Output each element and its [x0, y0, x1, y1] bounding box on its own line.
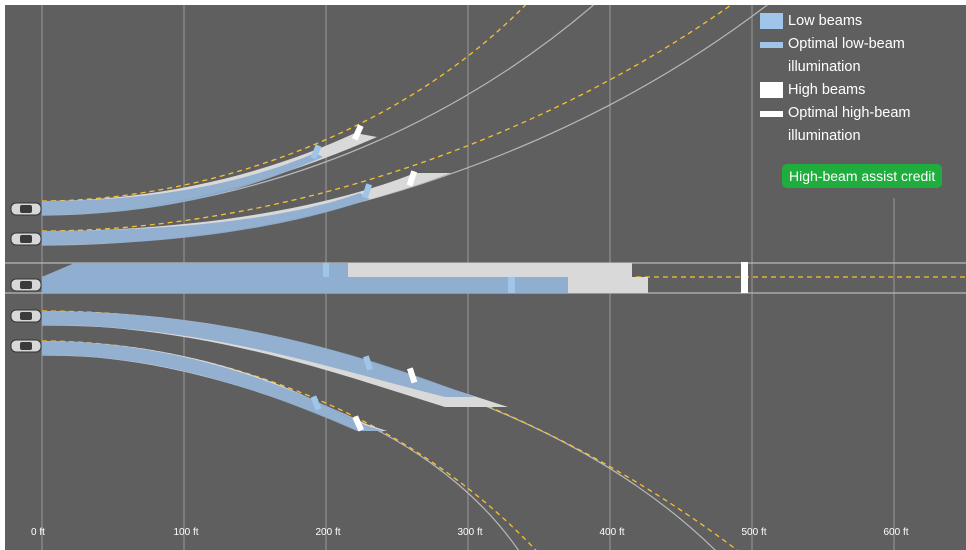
road-marking [41, 5, 733, 232]
scenario-gentle-right [42, 311, 508, 407]
low-beam-area [42, 153, 323, 215]
car-icon [10, 309, 42, 323]
legend-label: illumination [788, 59, 861, 75]
road-marking [41, 310, 738, 550]
optimal-high-swatch [760, 111, 783, 117]
low-beam-area-upper [42, 263, 348, 277]
optimal-low-marker [361, 183, 373, 199]
diagram-svg: 0 ft 100 ft 200 ft 300 ft 400 ft 500 ft … [5, 5, 966, 550]
optimal-low-marker [508, 277, 515, 293]
lower-roads [41, 310, 738, 550]
car-icon [10, 339, 42, 353]
legend-label: illumination [788, 128, 861, 144]
optimal-low-marker [323, 263, 329, 277]
vehicles [10, 202, 42, 353]
car-icon [10, 232, 42, 246]
road-edge [41, 354, 519, 550]
optimal-high-marker [352, 415, 364, 432]
plot-area: 0 ft 100 ft 200 ft 300 ft 400 ft 500 ft … [5, 5, 966, 550]
scenario-sharp-right [42, 341, 387, 432]
legend: Low beams Optimal low-beam illumination … [760, 10, 960, 148]
road-edge [41, 5, 595, 216]
optimal-high-marker [352, 124, 364, 141]
legend-item-optimal-low: Optimal low-beam illumination [760, 33, 960, 79]
tick-label-400: 400 ft [599, 527, 624, 538]
axis-labels: 0 ft 100 ft 200 ft 300 ft 400 ft 500 ft … [31, 527, 909, 538]
scenario-straight [5, 262, 966, 294]
low-beam-area [42, 341, 383, 431]
tick-label-0: 0 ft [31, 527, 45, 538]
legend-item-high-beams: High beams [760, 79, 960, 102]
low-beam-area [42, 311, 475, 397]
tick-label-100: 100 ft [173, 527, 198, 538]
optimal-high-marker [406, 367, 418, 384]
optimal-low-marker [310, 395, 322, 411]
legend-label: Optimal high-beam [788, 105, 911, 121]
legend-item-optimal-high: Optimal high-beam illumination [760, 102, 960, 148]
car-icon [10, 278, 42, 292]
low-beam-area [42, 193, 370, 245]
scenario-sharp-left [42, 124, 377, 215]
legend-label: Low beams [788, 13, 863, 29]
legend-label: High beams [788, 82, 866, 98]
optimal-low-swatch [760, 42, 783, 48]
optimal-low-marker [310, 144, 322, 160]
optimal-high-marker [406, 170, 418, 187]
low-beam-swatch [760, 13, 783, 29]
road-marking [41, 5, 527, 202]
credit-badge: High-beam assist credit [782, 164, 943, 188]
optimal-high-marker [741, 262, 748, 293]
high-beam-swatch [760, 82, 783, 98]
legend-label: Optimal low-beam [788, 36, 905, 52]
low-beam-area-lower [42, 277, 568, 293]
road-marking [41, 340, 537, 550]
upper-roads [41, 5, 768, 246]
optimal-low-marker [362, 355, 374, 371]
tick-label-500: 500 ft [741, 527, 766, 538]
legend-item-low-beams: Low beams [760, 10, 960, 33]
tick-label-200: 200 ft [315, 527, 340, 538]
car-icon [10, 202, 42, 216]
tick-label-600: 600 ft [883, 527, 908, 538]
tick-label-300: 300 ft [457, 527, 482, 538]
scenario-gentle-left [42, 170, 451, 245]
